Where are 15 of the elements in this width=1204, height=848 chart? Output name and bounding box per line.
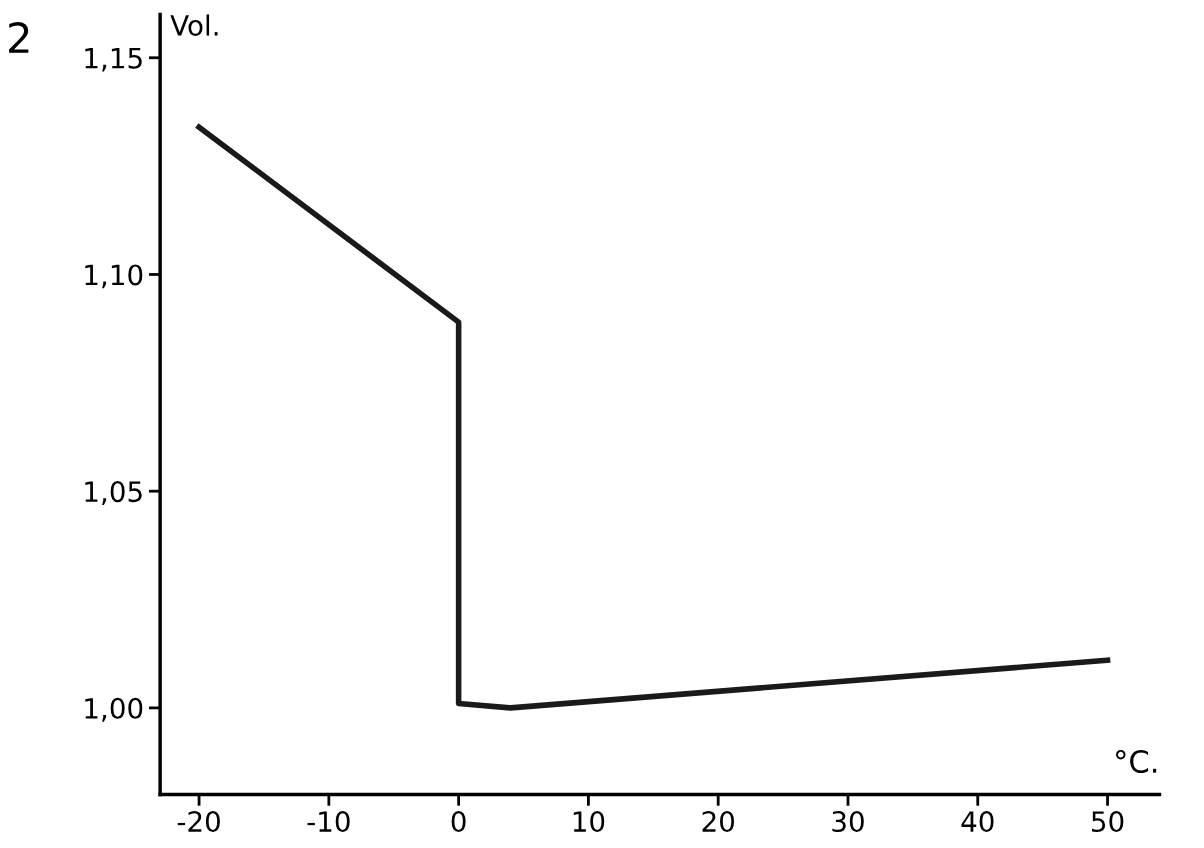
y-axis-title: Vol. bbox=[170, 14, 218, 36]
x-tick-label: 10 bbox=[573, 811, 605, 833]
y-tick-label: 1,15 bbox=[85, 48, 142, 72]
x-tick-label: -10 bbox=[307, 811, 350, 833]
x-axis-title: °C. bbox=[1116, 749, 1157, 774]
y-tick-label: 1,05 bbox=[85, 481, 142, 505]
y-tick-label: 1,10 bbox=[85, 264, 143, 289]
y-tick-label: 1,00 bbox=[85, 697, 143, 722]
x-tick-label: -20 bbox=[177, 811, 220, 833]
x-tick-label: 0 bbox=[451, 811, 466, 833]
x-tick-label: 50 bbox=[1092, 811, 1124, 833]
x-tick-label: 30 bbox=[832, 811, 864, 833]
x-tick-label: 20 bbox=[702, 811, 735, 833]
x-tick-label: 40 bbox=[961, 811, 994, 833]
text: 2 bbox=[9, 21, 29, 53]
